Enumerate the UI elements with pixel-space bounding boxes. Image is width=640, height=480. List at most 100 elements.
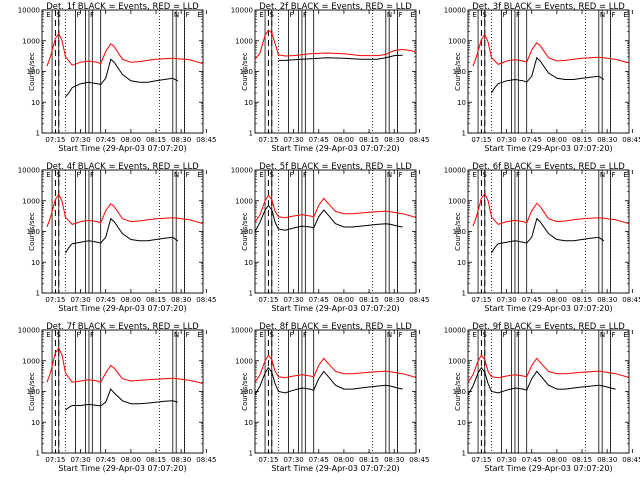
event-marker-label: E bbox=[46, 171, 50, 179]
event-marker-label: F bbox=[303, 331, 307, 339]
x-tick-label: 07:15 bbox=[471, 296, 491, 304]
plot-frame bbox=[467, 9, 630, 134]
event-marker-label: N bbox=[600, 331, 605, 339]
y-tick-label: 100 bbox=[27, 388, 40, 396]
event-marker-label: S bbox=[269, 171, 274, 179]
y-tick-label: 100 bbox=[27, 68, 40, 76]
event-marker-label: N bbox=[387, 11, 392, 19]
x-axis-label: Start Time (29-Apr-03 07:07:20) bbox=[484, 304, 612, 313]
event-marker-label: E bbox=[623, 11, 627, 19]
event-marker-label: F bbox=[290, 171, 294, 179]
detector-panel-9: Det. 9f BLACK = Events, RED = LLD E S F F N F E… bbox=[426, 320, 640, 480]
lld-series-line bbox=[254, 354, 417, 383]
x-axis-label: Start Time (29-Apr-03 07:07:20) bbox=[484, 144, 612, 153]
y-tick-label: 10000 bbox=[231, 7, 253, 15]
event-marker-label: F bbox=[612, 11, 616, 19]
event-marker-label: F bbox=[516, 171, 520, 179]
x-tick-label: 07:30 bbox=[70, 296, 90, 304]
x-tick-label: 07:30 bbox=[283, 296, 303, 304]
lld-series-line bbox=[254, 194, 417, 223]
y-tick-label: 10 bbox=[457, 259, 466, 267]
x-tick-label: 08:15 bbox=[359, 296, 379, 304]
x-axis-label: Start Time (29-Apr-03 07:07:20) bbox=[271, 144, 399, 153]
event-marker-label: F bbox=[399, 11, 403, 19]
x-tick-label: 08:00 bbox=[547, 296, 567, 304]
x-tick-label: 07:30 bbox=[496, 136, 516, 144]
y-tick-label: 10 bbox=[457, 99, 466, 107]
event-marker-label: N bbox=[600, 11, 605, 19]
y-tick-label: 1000 bbox=[235, 37, 253, 45]
x-tick-label: 08:45 bbox=[196, 136, 216, 144]
event-marker-label: E bbox=[623, 171, 627, 179]
x-tick-label: 07:45 bbox=[309, 136, 329, 144]
x-tick-label: 07:30 bbox=[496, 456, 516, 464]
events-series-line bbox=[65, 388, 178, 411]
y-tick-label: 10000 bbox=[444, 327, 466, 335]
lld-series-line bbox=[46, 346, 204, 385]
y-tick-label: 1000 bbox=[22, 357, 40, 365]
lld-series-line bbox=[467, 354, 630, 383]
y-axis-label: Counts/sec bbox=[28, 372, 36, 411]
event-marker-label: N bbox=[174, 331, 179, 339]
chart-title: Det. 7f BLACK = Events, RED = LLD bbox=[46, 322, 199, 332]
y-tick-label: 10000 bbox=[18, 7, 40, 15]
x-tick-label: 08:30 bbox=[171, 136, 191, 144]
event-marker-label: S bbox=[56, 171, 61, 179]
event-marker-label: N bbox=[174, 11, 179, 19]
x-tick-label: 08:00 bbox=[334, 296, 354, 304]
x-axis-label: Start Time (29-Apr-03 07:07:20) bbox=[58, 464, 186, 473]
event-marker-label: F bbox=[399, 171, 403, 179]
event-marker-label: F bbox=[516, 11, 520, 19]
x-tick-label: 08:30 bbox=[597, 136, 617, 144]
event-marker-label: E bbox=[197, 331, 201, 339]
x-tick-label: 08:45 bbox=[622, 136, 640, 144]
y-tick-label: 1 bbox=[249, 130, 253, 138]
lld-series-line bbox=[254, 29, 417, 60]
x-tick-label: 07:30 bbox=[283, 456, 303, 464]
y-tick-label: 100 bbox=[240, 68, 253, 76]
lld-series-line bbox=[46, 32, 204, 67]
x-tick-label: 07:45 bbox=[309, 296, 329, 304]
event-marker-label: E bbox=[259, 331, 263, 339]
y-tick-label: 1 bbox=[462, 450, 466, 458]
y-tick-label: 10000 bbox=[18, 167, 40, 175]
event-marker-label: F bbox=[503, 331, 507, 339]
events-series-line bbox=[254, 204, 403, 232]
event-marker-label: F bbox=[303, 11, 307, 19]
x-axis-label: Start Time (29-Apr-03 07:07:20) bbox=[58, 144, 186, 153]
y-axis-label: Counts/sec bbox=[454, 372, 462, 411]
y-tick-label: 10 bbox=[244, 259, 253, 267]
x-tick-label: 08:00 bbox=[121, 456, 141, 464]
x-tick-label: 08:30 bbox=[597, 456, 617, 464]
x-tick-label: 07:45 bbox=[522, 136, 542, 144]
x-tick-label: 08:00 bbox=[547, 456, 567, 464]
x-tick-label: 07:45 bbox=[522, 296, 542, 304]
detector-panel-7: Det. 7f BLACK = Events, RED = LLD E S F F N F E… bbox=[0, 320, 217, 480]
events-series-line bbox=[65, 217, 179, 254]
y-axis-label: Counts/sec bbox=[241, 212, 249, 251]
y-tick-label: 1000 bbox=[448, 37, 466, 45]
y-tick-label: 1 bbox=[249, 290, 253, 298]
y-tick-label: 10 bbox=[244, 419, 253, 427]
event-marker-label: F bbox=[186, 11, 190, 19]
x-tick-label: 08:00 bbox=[547, 136, 567, 144]
x-tick-label: 07:15 bbox=[45, 296, 65, 304]
x-tick-label: 08:00 bbox=[121, 136, 141, 144]
events-series-line bbox=[467, 366, 616, 395]
y-tick-label: 1 bbox=[462, 130, 466, 138]
events-series-line bbox=[491, 56, 605, 94]
event-marker-label: F bbox=[503, 11, 507, 19]
event-marker-label: E bbox=[197, 11, 201, 19]
x-tick-label: 07:15 bbox=[258, 136, 278, 144]
x-tick-label: 08:15 bbox=[572, 296, 592, 304]
events-series-line bbox=[65, 58, 179, 98]
y-axis-label: Counts/sec bbox=[241, 372, 249, 411]
event-marker-label: F bbox=[77, 11, 81, 19]
x-tick-label: 08:45 bbox=[409, 456, 429, 464]
y-tick-label: 1 bbox=[36, 290, 40, 298]
